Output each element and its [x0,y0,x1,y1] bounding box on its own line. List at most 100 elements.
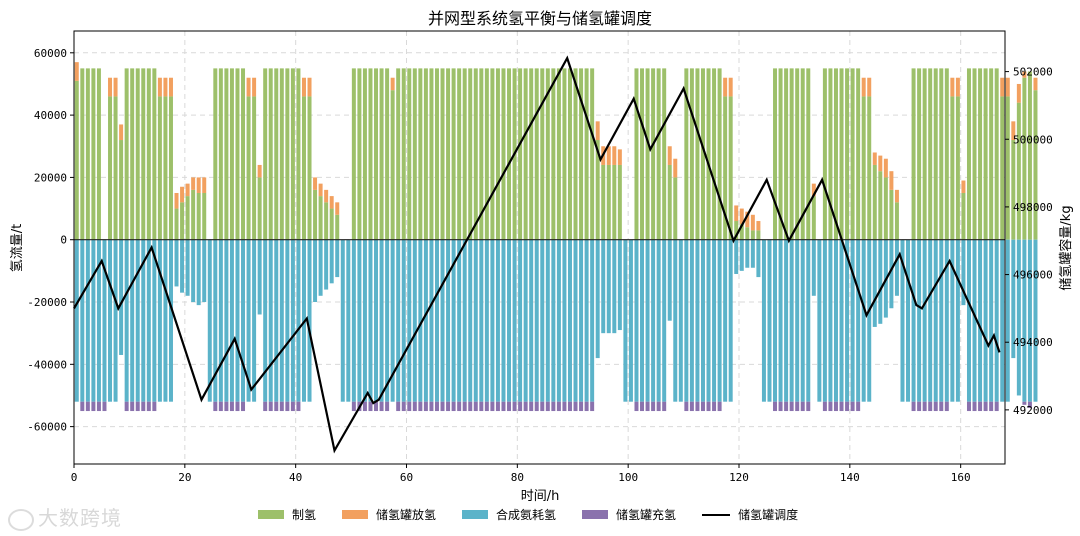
charge-bar [556,401,561,412]
production-bar [700,68,705,240]
production-bar [728,96,733,240]
y2-tick-label: 498000 [1013,201,1053,214]
charge-bar [656,401,661,412]
ammonia-bar [457,239,462,402]
ammonia-bar [933,239,938,402]
charge-bar [573,401,578,412]
legend-label-ammonia: 合成氨耗氢 [496,508,557,522]
discharge-bar [257,164,262,178]
ammonia-bar [911,239,916,402]
y-tick-label: 0 [60,234,67,247]
production-bar [856,68,861,240]
ammonia-bar [745,239,750,268]
production-bar [1033,90,1038,240]
production-bar [152,68,157,240]
discharge-bar [745,211,750,228]
ammonia-bar [961,239,966,306]
ammonia-bar [346,239,351,402]
ammonia-bar [362,239,367,402]
x-tick-label: 20 [178,471,191,484]
production-bar [795,68,800,240]
production-bar [119,140,124,240]
production-bar [955,96,960,240]
ammonia-bar [152,239,157,402]
ammonia-bar [567,239,572,402]
ammonia-bar [900,239,905,402]
charge-bar [845,401,850,412]
charge-bar [545,401,550,412]
ammonia-bar [573,239,578,402]
ammonia-bar [612,239,617,334]
ammonia-bar [856,239,861,402]
ammonia-bar [290,239,295,402]
production-bar [717,68,722,240]
production-bar [418,68,423,240]
production-bar [556,68,561,240]
x-tick-label: 80 [511,471,524,484]
charge-bar [152,401,157,412]
discharge-bar [883,158,888,178]
legend-label-production: 制氢 [292,508,317,522]
charge-bar [263,401,268,412]
ammonia-bar [767,239,772,402]
ammonia-bar [351,239,356,402]
ammonia-bar [989,239,994,402]
ammonia-bar [534,239,539,402]
production-bar [85,68,90,240]
y-tick-label: 40000 [34,109,67,122]
production-bar [567,68,572,240]
ammonia-bar [1033,239,1038,402]
production-bar [434,68,439,240]
charge-bar [512,401,517,412]
discharge-bar [861,77,866,97]
discharge-bar [1016,83,1021,103]
ammonia-bar [1005,239,1010,402]
charge-bar [374,401,379,412]
storage-line [73,55,1001,454]
production-bar [579,68,584,240]
discharge-bar [318,183,323,197]
charge-bar [795,401,800,412]
ammonia-bar [329,239,334,284]
legend-item-production: 制氢 [258,506,316,523]
legend: 制氢 储氢罐放氢 合成氨耗氢 储氢罐充氢 储氢罐调度 [258,506,798,523]
production-bar [412,68,417,240]
production-bar [185,196,190,240]
ammonia-bar [296,239,301,402]
ammonia-bar [185,239,190,296]
production-bar [263,68,268,240]
production-bar [484,68,489,240]
production-bar [983,68,988,240]
production-bar [739,224,744,240]
production-bar [867,96,872,240]
production-bar [1000,96,1005,240]
production-bar [396,68,401,240]
charge-bar [429,401,434,412]
charge-bar [213,401,218,412]
ammonia-bar [1022,239,1027,402]
ammonia-bar [944,239,949,402]
ammonia-bar [241,239,246,402]
ammonia-bar [540,239,545,402]
y-axis-label: 氢流量/t [10,224,25,272]
discharge-bar [811,183,816,197]
ammonia-bar [617,239,622,331]
ammonia-bar [723,239,728,402]
discharge-bar [872,152,877,165]
production-bar [252,96,257,240]
charge-bar [434,401,439,412]
charge-bar [518,401,523,412]
ammonia-bar [429,239,434,402]
discharge-bar [74,62,79,81]
charge-bar [229,401,234,412]
charge-bar [290,401,295,412]
production-bar [712,68,717,240]
ammonia-bar [579,239,584,402]
charge-bar [224,401,229,412]
production-bar [617,164,622,240]
ammonia-bar [529,239,534,402]
ammonia-bar [446,239,451,402]
plot-frame [73,30,1006,465]
production-bar [706,68,711,240]
discharge-bar [191,177,196,190]
